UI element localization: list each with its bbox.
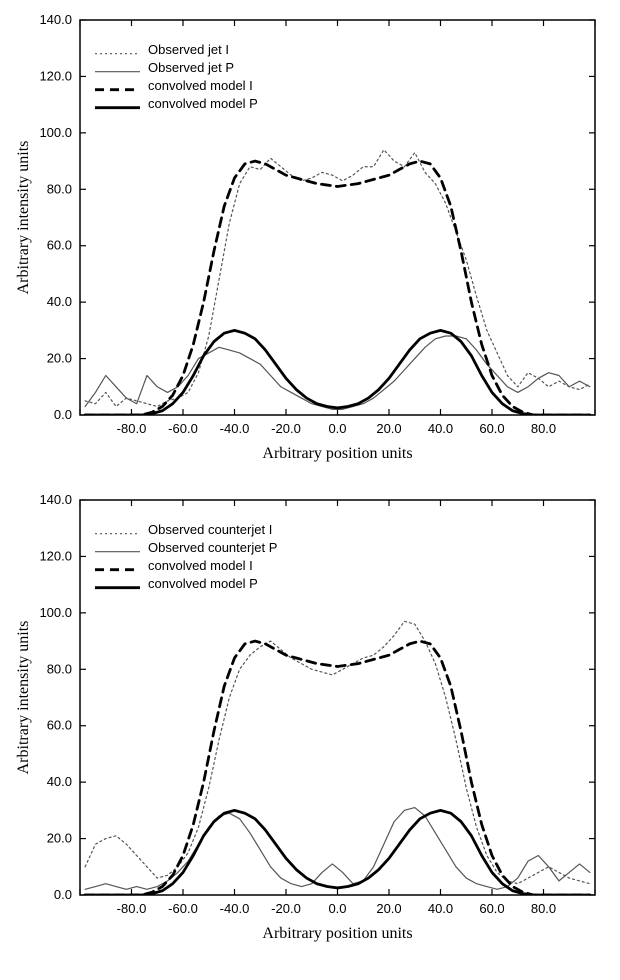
ytick-label: 120.0: [39, 68, 72, 83]
ytick-label: 80.0: [47, 661, 72, 676]
series-obs_I: [85, 621, 590, 883]
xtick-label: 20.0: [376, 901, 401, 916]
legend-label: Observed counterjet I: [148, 522, 408, 540]
ytick-label: 20.0: [47, 831, 72, 846]
xtick-label: 20.0: [376, 421, 401, 436]
xlabel: Arbitrary position units: [262, 445, 412, 462]
legend-label: Observed counterjet P: [148, 540, 408, 558]
legend-label: Observed jet I: [148, 42, 408, 60]
figure: -80.0 -60.0 -40.0 -20.0 0.0 20.0 40.0 60.0 80.0 0…: [10, 10, 610, 950]
series-model_I: [85, 161, 590, 415]
ylabel: Arbitrary intensity units: [15, 141, 32, 295]
series-obs_I: [85, 150, 590, 407]
legend-label: convolved model P: [148, 576, 408, 594]
series-group: [85, 621, 590, 895]
series-model_P: [85, 810, 590, 895]
ytick-label: 80.0: [47, 181, 72, 196]
panel-counterjet: -80.0 -60.0 -40.0 -20.0 0.0 20.0 40.0 60.0 80.0 0…: [10, 490, 610, 950]
xtick-label: -20.0: [271, 901, 301, 916]
xtick-label: 80.0: [531, 901, 556, 916]
xtick-label: -40.0: [220, 421, 250, 436]
ytick-label: 140.0: [39, 12, 72, 27]
ytick-label: 0.0: [54, 887, 72, 902]
xtick-label: 0.0: [328, 901, 346, 916]
ytick-label: 40.0: [47, 774, 72, 789]
xtick-label: -20.0: [271, 421, 301, 436]
chart-jet: -80.0 -60.0 -40.0 -20.0 0.0 20.0 40.0 60.0 80.0 0…: [10, 10, 610, 470]
ytick-label: 60.0: [47, 238, 72, 253]
series-group: [85, 150, 590, 415]
ytick-label: 20.0: [47, 351, 72, 366]
ytick-label: 100.0: [39, 125, 72, 140]
xtick-label: -60.0: [168, 901, 198, 916]
xtick-label: 40.0: [428, 421, 453, 436]
series-obs_P: [85, 336, 590, 409]
xlabel: Arbitrary position units: [262, 925, 412, 942]
legend-label: convolved model P: [148, 96, 408, 114]
ytick-label: 140.0: [39, 492, 72, 507]
legend-label: convolved model I: [148, 78, 408, 96]
xtick-label: 80.0: [531, 421, 556, 436]
legend: Observed jet IObserved jet Pconvolved mo…: [95, 42, 408, 114]
ylabel: Arbitrary intensity units: [15, 621, 32, 775]
xtick-label: -80.0: [117, 421, 147, 436]
panel-jet: -80.0 -60.0 -40.0 -20.0 0.0 20.0 40.0 60.0 80.0 0…: [10, 10, 610, 470]
ytick-label: 60.0: [47, 718, 72, 733]
legend: Observed counterjet IObserved counterjet…: [95, 522, 408, 594]
xtick-label: 60.0: [479, 421, 504, 436]
xtick-label: -40.0: [220, 901, 250, 916]
chart-counterjet: -80.0 -60.0 -40.0 -20.0 0.0 20.0 40.0 60.0 80.0 0…: [10, 490, 610, 950]
legend-label: convolved model I: [148, 558, 408, 576]
series-model_I: [85, 641, 590, 895]
ytick-label: 40.0: [47, 294, 72, 309]
ytick-label: 120.0: [39, 548, 72, 563]
legend-label: Observed jet P: [148, 60, 408, 78]
xtick-label: 60.0: [479, 901, 504, 916]
ytick-label: 100.0: [39, 605, 72, 620]
xtick-label: 40.0: [428, 901, 453, 916]
xtick-label: -60.0: [168, 421, 198, 436]
xtick-label: 0.0: [328, 421, 346, 436]
ytick-label: 0.0: [54, 407, 72, 422]
series-model_P: [85, 330, 590, 415]
xtick-label: -80.0: [117, 901, 147, 916]
